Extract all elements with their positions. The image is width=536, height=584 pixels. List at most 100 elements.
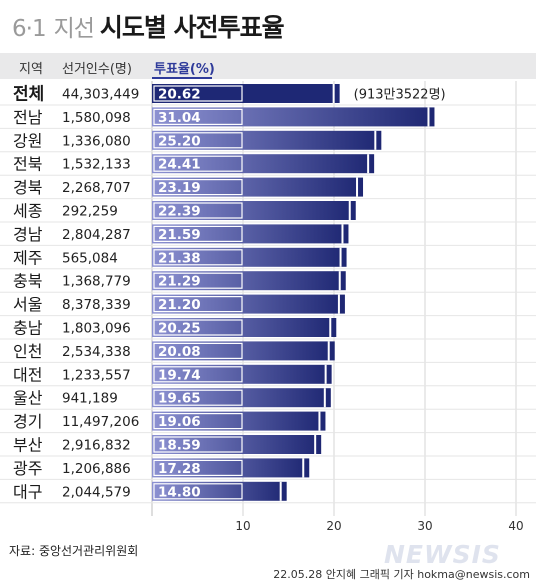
- chart-title: 6·1 지선 시도별 사전투표율: [12, 8, 285, 42]
- voters-value: 2,534,338: [62, 344, 131, 360]
- region-label: 대전: [13, 365, 42, 384]
- rate-bar: [152, 177, 364, 197]
- rate-bar: [152, 411, 326, 431]
- bar-label-box: [153, 319, 243, 336]
- bar-value-label: 19.74: [158, 367, 201, 383]
- rate-bar: [152, 154, 375, 174]
- rate-bar: [152, 107, 435, 127]
- region-label: 인천: [13, 342, 42, 361]
- rate-bar: [152, 341, 335, 361]
- rate-bar: [152, 458, 310, 478]
- voters-value: 1,803,096: [62, 321, 131, 337]
- bar-label-box: [153, 342, 243, 359]
- rate-bar: [152, 318, 337, 337]
- voters-value: 1,233,557: [62, 367, 131, 383]
- rate-bar: [152, 201, 356, 220]
- region-label: 전북: [13, 155, 42, 174]
- region-label: 전남: [13, 108, 43, 127]
- region-label: 울산: [13, 389, 43, 408]
- voters-value: 2,804,287: [62, 227, 131, 243]
- rate-bar: [152, 224, 349, 244]
- header-voters: 선거인수(명): [62, 62, 132, 77]
- rate-bar: [152, 481, 287, 501]
- x-tick-label: 40: [508, 519, 523, 533]
- bar-value-label: 21.38: [158, 250, 201, 266]
- total-note: (913만3522명): [354, 88, 446, 103]
- region-label: 강원: [13, 131, 42, 150]
- region-label: 서울: [13, 295, 42, 314]
- voters-value: 2,916,832: [62, 438, 131, 454]
- header-rate-underline: [152, 77, 212, 79]
- bar-label-box: [153, 249, 243, 266]
- rate-bar: [152, 247, 347, 267]
- voters-value: 292,259: [62, 204, 118, 220]
- bar-label-box: [153, 108, 243, 126]
- bar-label-box: [153, 85, 243, 102]
- newsis-logo: NEWSIS: [384, 540, 501, 569]
- region-label: 경기: [13, 412, 42, 431]
- voters-value: 8,378,339: [62, 297, 131, 313]
- voters-value: 1,336,080: [62, 133, 131, 149]
- region-label: 경북: [13, 178, 42, 197]
- bar-value-label: 19.06: [158, 414, 201, 430]
- header-rate: 투표율(%): [154, 62, 215, 77]
- region-label: 전체: [13, 85, 44, 105]
- bar-value-label: 20.08: [158, 344, 201, 360]
- title-election: 지선: [53, 16, 95, 42]
- voters-value: 941,189: [62, 391, 118, 407]
- rate-bar: [152, 294, 345, 314]
- bar-label-box: [153, 366, 243, 383]
- bar-value-label: 20.25: [158, 321, 201, 337]
- voters-value: 1,206,886: [62, 461, 131, 477]
- voters-value: 2,268,707: [62, 180, 131, 196]
- rate-bar: [152, 435, 322, 454]
- region-label: 광주: [13, 459, 42, 478]
- region-label: 세종: [13, 202, 42, 221]
- bar-label-box: [153, 459, 243, 476]
- voters-value: 2,044,579: [62, 484, 131, 500]
- region-label: 충남: [13, 319, 43, 338]
- header-region: 지역: [19, 62, 43, 77]
- region-label: 부산: [13, 436, 43, 455]
- bar-label-box: [153, 225, 243, 242]
- bar-value-label: 22.39: [158, 204, 201, 220]
- region-label: 충북: [13, 272, 42, 291]
- bar-value-label: 31.04: [158, 110, 201, 126]
- voters-value: 565,084: [62, 250, 118, 266]
- title-date: 6·1: [12, 16, 47, 42]
- rate-bar: [152, 84, 340, 103]
- bar-label-box: [153, 413, 243, 430]
- bar-label-box: [153, 155, 243, 172]
- title-main: 시도별 사전투표율: [99, 13, 285, 42]
- credit-line: 22.05.28 안지혜 그래픽 기자 hokma@newsis.com: [273, 568, 530, 581]
- bar-label-box: [153, 179, 243, 196]
- voters-value: 1,532,133: [62, 157, 131, 173]
- bar-value-label: 23.19: [158, 180, 201, 196]
- voters-value: 1,368,779: [62, 274, 131, 290]
- region-label: 대구: [13, 482, 42, 501]
- rate-bar: [152, 130, 382, 150]
- x-tick-label: 30: [417, 519, 432, 533]
- bar-label-box: [153, 296, 243, 313]
- bar-label-box: [153, 483, 243, 500]
- voters-value: 1,580,098: [62, 110, 131, 126]
- bar-value-label: 14.80: [158, 484, 201, 500]
- bar-value-label: 20.62: [158, 87, 201, 103]
- region-label: 경남: [13, 225, 43, 244]
- bar-value-label: 17.28: [158, 461, 201, 477]
- bar-value-label: 21.20: [158, 297, 201, 313]
- bar-label-box: [153, 389, 243, 406]
- rate-bar: [152, 271, 346, 291]
- source-note: 자료: 중앙선거관리위원회: [9, 544, 139, 558]
- bar-value-label: 19.65: [158, 391, 201, 407]
- column-header-bar: [0, 53, 536, 79]
- bar-value-label: 25.20: [158, 133, 201, 149]
- bar-value-label: 24.41: [158, 157, 201, 173]
- bar-value-label: 18.59: [158, 438, 201, 454]
- bar-label-box: [153, 436, 243, 453]
- bar-label-box: [153, 272, 243, 289]
- bar-value-label: 21.29: [158, 274, 201, 290]
- region-label: 제주: [13, 248, 42, 267]
- bar-label-box: [153, 132, 243, 149]
